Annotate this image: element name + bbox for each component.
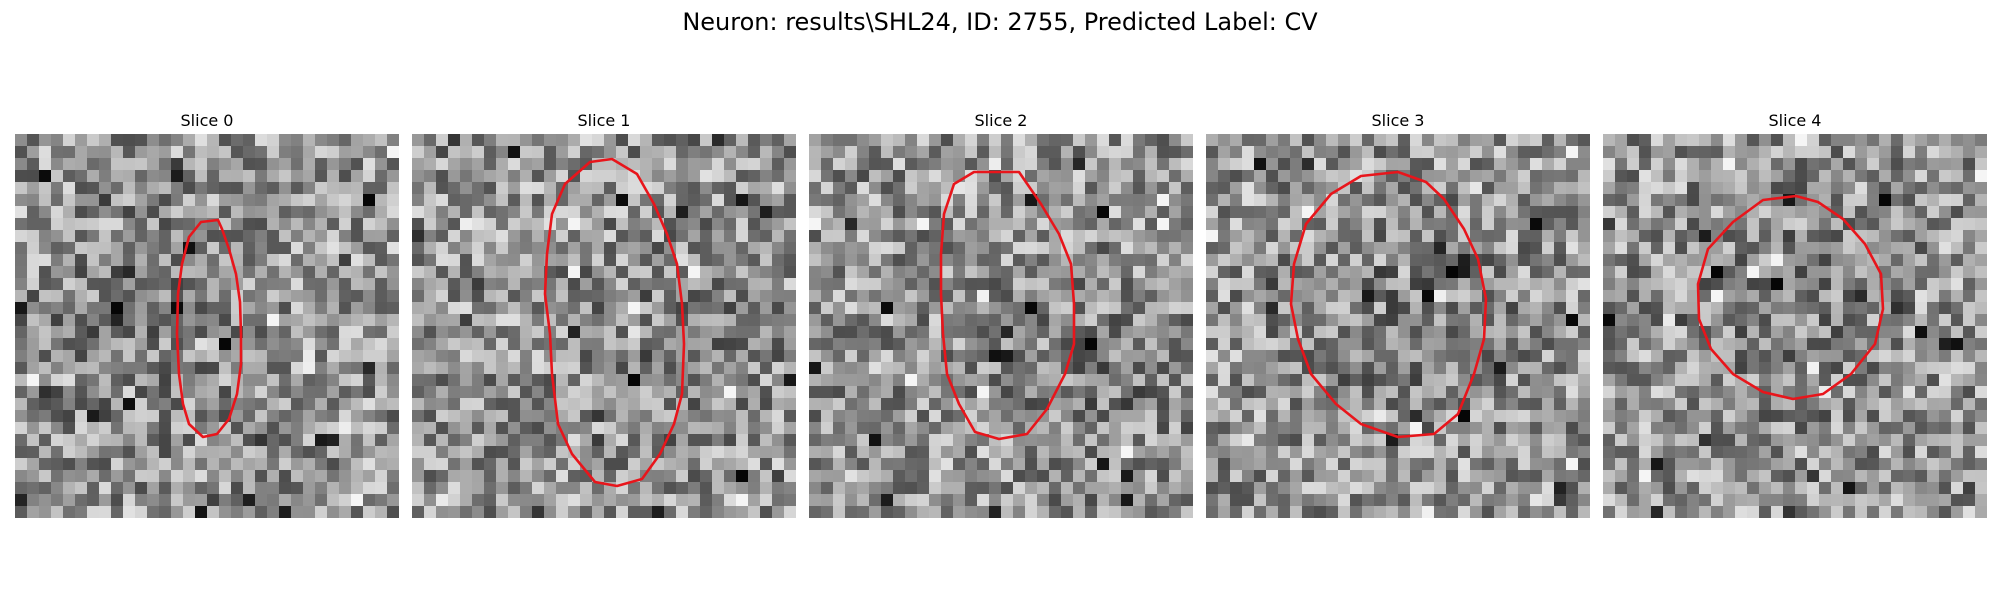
slice-title: Slice 1 [577, 111, 631, 130]
slice-panel-0: Slice 0 [15, 110, 399, 522]
roi-contour [175, 218, 243, 439]
pixel-grid [1206, 134, 1590, 518]
slice-panel-2: Slice 2 [809, 110, 1193, 522]
slice-title: Slice 3 [1371, 111, 1425, 130]
slice-panel-3: Slice 3 [1206, 110, 1590, 522]
slice-image-1 [412, 134, 796, 518]
slice-image-4 [1603, 134, 1987, 518]
roi-contour [543, 157, 686, 488]
slice-title: Slice 2 [974, 111, 1028, 130]
pixel-grid [15, 134, 399, 518]
slice-image-3 [1206, 134, 1590, 518]
slice-title: Slice 4 [1768, 111, 1822, 130]
roi-contour [939, 170, 1076, 441]
figure-title: Neuron: results\SHL24, ID: 2755, Predict… [682, 8, 1318, 36]
pixel-grid [1603, 134, 1987, 518]
slice-title: Slice 0 [180, 111, 234, 130]
pixel-grid [809, 134, 1193, 518]
slice-image-2 [809, 134, 1193, 518]
pixel-grid [412, 134, 796, 518]
roi-contour [1289, 170, 1488, 439]
slice-image-0 [15, 134, 399, 518]
slice-panel-4: Slice 4 [1603, 110, 1987, 522]
slice-panel-1: Slice 1 [412, 110, 796, 522]
roi-contour [1696, 194, 1885, 401]
